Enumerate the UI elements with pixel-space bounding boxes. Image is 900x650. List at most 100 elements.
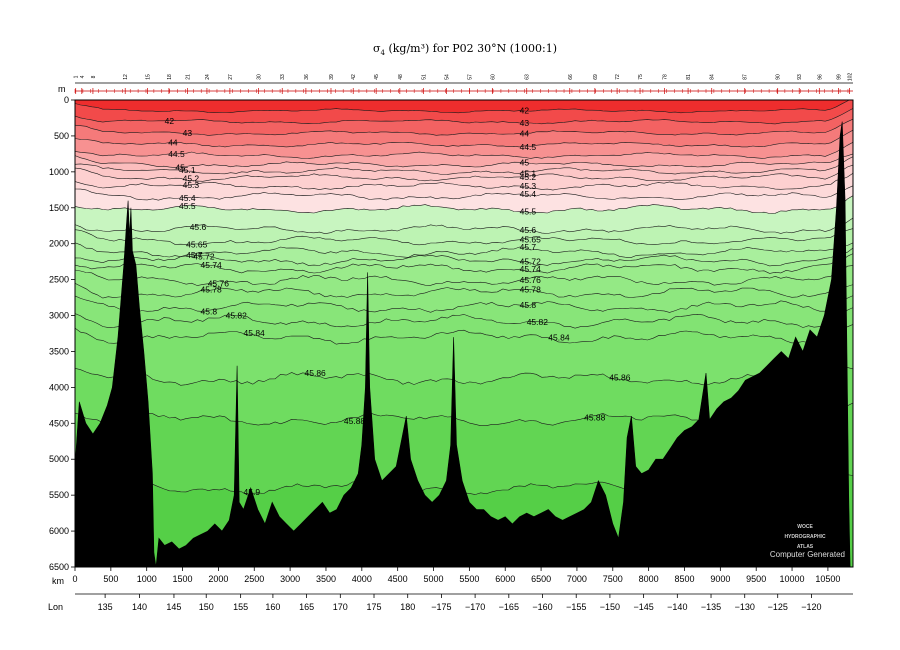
seafloor-bathymetry [75, 121, 853, 567]
station-label: 57 [467, 74, 473, 80]
station-label: 48 [398, 74, 404, 80]
station-label: 102 [847, 73, 853, 82]
contour-label: 45.84 [244, 328, 266, 338]
depth-tick-label: 3500 [49, 346, 69, 356]
distance-tick-label: 3500 [316, 574, 336, 584]
station-label: 12 [123, 74, 129, 80]
station-label: 42 [351, 74, 357, 80]
plot-frame [74, 99, 854, 568]
station-label: 39 [329, 74, 335, 80]
longitude-tick-label: −130 [735, 602, 755, 612]
contour-label: 45.1 [520, 168, 537, 178]
longitude-tick-label: −120 [801, 602, 821, 612]
depth-tick-label: 1000 [49, 167, 69, 177]
distance-axis: 0 500 1000 1500 2000 2500 3000 3500 4000 4500 5000… [72, 567, 840, 584]
depth-tick-label: 3000 [49, 311, 69, 321]
station-label: 90 [776, 74, 782, 80]
contour-label: 43 [520, 118, 530, 128]
station-label: 33 [280, 74, 286, 80]
depth-tick-label: 1500 [49, 203, 69, 213]
longitude-tick-label: −170 [465, 602, 485, 612]
density-band [75, 248, 853, 274]
distance-tick-label: 1500 [173, 574, 193, 584]
distance-tick-label: 0 [72, 574, 77, 584]
contour-label: 44 [520, 128, 530, 138]
contour-line [75, 242, 853, 259]
distance-tick-label: 9500 [746, 574, 766, 584]
contour-line [75, 118, 853, 136]
contour-label: 45.2 [183, 173, 200, 183]
density-band [75, 253, 853, 286]
longitude-tick-label: 180 [400, 602, 415, 612]
contour-line [75, 217, 853, 235]
longitude-tick-label: −145 [633, 602, 653, 612]
station-label: 8 [91, 75, 97, 78]
contour-label: 45.88 [584, 413, 606, 423]
stamp-line-1: WOCE [797, 524, 813, 530]
contour-label: 45.5 [520, 207, 537, 217]
contour-label: 45.82 [226, 310, 248, 320]
station-label: 96 [817, 74, 823, 80]
station-label: 27 [228, 74, 234, 80]
depth-tick-label: 6000 [49, 526, 69, 536]
longitude-tick-label: 175 [366, 602, 381, 612]
longitude-label: Lon [48, 602, 63, 612]
longitude-tick-label: −175 [431, 602, 451, 612]
contour-label: 45.7 [186, 250, 203, 260]
contour-line [75, 265, 853, 286]
longitude-tick-label: −155 [566, 602, 586, 612]
contour-label: 44.5 [520, 142, 537, 152]
station-label: 87 [743, 74, 749, 80]
distance-tick-label: 3000 [280, 574, 300, 584]
longitude-tick-label: 145 [166, 602, 181, 612]
longitude-tick-label: 165 [299, 602, 314, 612]
density-band [75, 367, 853, 426]
distance-tick-label: 10000 [780, 574, 805, 584]
depth-tick-label: 2000 [49, 239, 69, 249]
distance-tick-label: 7500 [603, 574, 623, 584]
contour-label: 45.78 [201, 285, 223, 295]
contour-line [75, 108, 853, 125]
contour-label: 45.82 [527, 317, 549, 327]
distance-tick-label: 8500 [674, 574, 694, 584]
longitude-tick-label: 160 [265, 602, 280, 612]
contour-label: 45.88 [344, 416, 366, 426]
contour-label: 45 [175, 163, 185, 173]
contour-line [75, 295, 853, 313]
station-label: 81 [686, 74, 692, 80]
contour-label: 45.6 [520, 225, 537, 235]
longitude-axis: 135 140 145 150 155 160 165 170 175 180 −175 −170 −1… [98, 594, 822, 612]
station-label: 15 [145, 74, 151, 80]
contour-line [75, 253, 853, 274]
contour-line [75, 129, 853, 148]
density-band [75, 108, 853, 136]
station-label: 24 [205, 74, 211, 80]
depth-tick-label: 2500 [49, 275, 69, 285]
longitude-tick-label: −140 [667, 602, 687, 612]
contour-label: 44 [168, 138, 178, 148]
depth-tick-label: 500 [54, 131, 69, 141]
longitude-tick-label: 170 [333, 602, 348, 612]
longitude-tick-label: 135 [98, 602, 113, 612]
depth-tick-label: 0 [64, 95, 69, 105]
computer-generated-note: Computer Generated [770, 550, 845, 559]
density-band [75, 218, 853, 245]
depth-tick-label: 5500 [49, 490, 69, 500]
distance-tick-label: 10500 [815, 574, 840, 584]
depth-tick-label: 4000 [49, 382, 69, 392]
distance-tick-label: 6500 [531, 574, 551, 584]
contour-label: 45.72 [520, 257, 542, 267]
distance-tick-label: 2500 [244, 574, 264, 584]
distance-tick-label: 8000 [639, 574, 659, 584]
density-band [75, 307, 853, 345]
contour-label: 45.8 [520, 300, 537, 310]
density-band [75, 130, 853, 159]
distance-tick-label: 2000 [208, 574, 228, 584]
density-band [75, 228, 853, 258]
station-label: 78 [662, 74, 668, 80]
contour-label: 43 [183, 128, 193, 138]
contour-label: 45.65 [186, 239, 208, 249]
station-label: 72 [615, 74, 621, 80]
station-label: 60 [490, 74, 496, 80]
